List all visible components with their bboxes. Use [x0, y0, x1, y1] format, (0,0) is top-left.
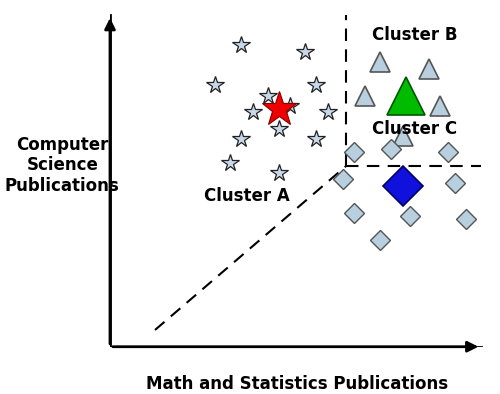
Text: Computer
Science
Publications: Computer Science Publications	[5, 136, 120, 195]
Text: Cluster B: Cluster B	[372, 26, 458, 44]
Text: Cluster C: Cluster C	[372, 120, 458, 138]
Text: Cluster A: Cluster A	[204, 187, 290, 205]
Text: Math and Statistics Publications: Math and Statistics Publications	[146, 375, 449, 392]
